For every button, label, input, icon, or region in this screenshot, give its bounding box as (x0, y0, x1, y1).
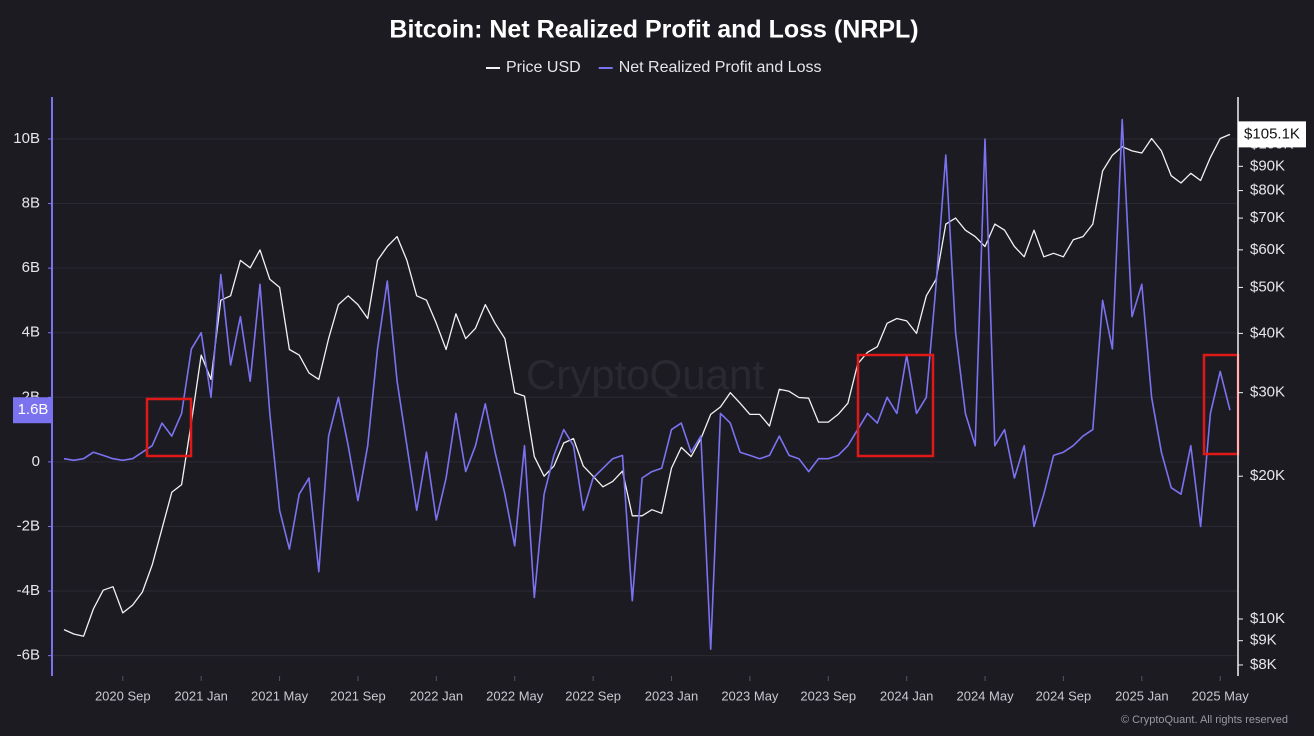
y2-tick-label: $8K (1250, 656, 1277, 673)
y2-tick-label: $30K (1250, 384, 1285, 401)
legend: Price USD Net Realized Profit and Loss (486, 59, 821, 76)
y-tick-label: -4B (17, 582, 40, 599)
y-tick-label: 0 (32, 453, 40, 470)
y-tick-label: 8B (22, 195, 40, 212)
y-tick-label: 4B (22, 324, 40, 341)
y2-tick-label: $70K (1250, 209, 1285, 226)
chart-title: Bitcoin: Net Realized Profit and Loss (N… (389, 16, 918, 44)
y-tick-label: 6B (22, 259, 40, 276)
x-tick-label: 2024 Jan (880, 688, 934, 703)
x-tick-label: 2021 Jan (174, 688, 228, 703)
series-line (63, 118, 1231, 650)
y2-tick-label: $20K (1250, 467, 1285, 484)
x-tick-label: 2021 Sep (330, 688, 386, 703)
y2-tick-label: $40K (1250, 324, 1285, 341)
y2-tick-label: $50K (1250, 278, 1285, 295)
y-tick-label: -2B (17, 517, 40, 534)
current-value-box (13, 397, 52, 424)
watermark: CryptoQuant (526, 351, 764, 398)
x-tick-label: 2025 May (1192, 688, 1250, 703)
axes: -6B-4B-2B02B4B6B8B10B$8K$9K$10K$20K$30K$… (13, 121, 1306, 703)
y-tick-label: 10B (13, 130, 40, 147)
y2-tick-label: $80K (1250, 182, 1285, 199)
y2-tick-label: $90K (1250, 157, 1285, 174)
x-tick-label: 2025 Jan (1115, 688, 1169, 703)
x-tick-label: 2023 Jan (645, 688, 699, 703)
x-tick-label: 2024 May (956, 688, 1014, 703)
current-value-box (1238, 121, 1306, 148)
y2-tick-label: $9K (1250, 632, 1277, 649)
y2-tick-label: $10K (1250, 610, 1285, 627)
current-value-label: 1.6B (18, 401, 49, 418)
x-tick-label: 2023 May (721, 688, 779, 703)
grid (53, 138, 1237, 657)
x-tick-label: 2020 Sep (95, 688, 151, 703)
x-tick-label: 2024 Sep (1036, 688, 1092, 703)
highlight-box (145, 397, 193, 458)
y-tick-label: -6B (17, 647, 40, 664)
y2-tick-label: $60K (1250, 241, 1285, 258)
series-line (63, 133, 1231, 637)
x-tick-label: 2022 Sep (565, 688, 621, 703)
x-tick-label: 2023 Sep (800, 688, 856, 703)
footer: © CryptoQuant. All rights reserved (1121, 714, 1288, 726)
x-tick-label: 2021 May (251, 688, 309, 703)
plot-area (63, 118, 1231, 650)
x-tick-label: 2022 May (486, 688, 544, 703)
highlight-box (856, 353, 935, 458)
legend-label: Net Realized Profit and Loss (619, 59, 822, 76)
x-tick-label: 2022 Jan (410, 688, 464, 703)
legend-label: Price USD (506, 59, 581, 76)
current-value-label: $105.1K (1244, 125, 1300, 142)
